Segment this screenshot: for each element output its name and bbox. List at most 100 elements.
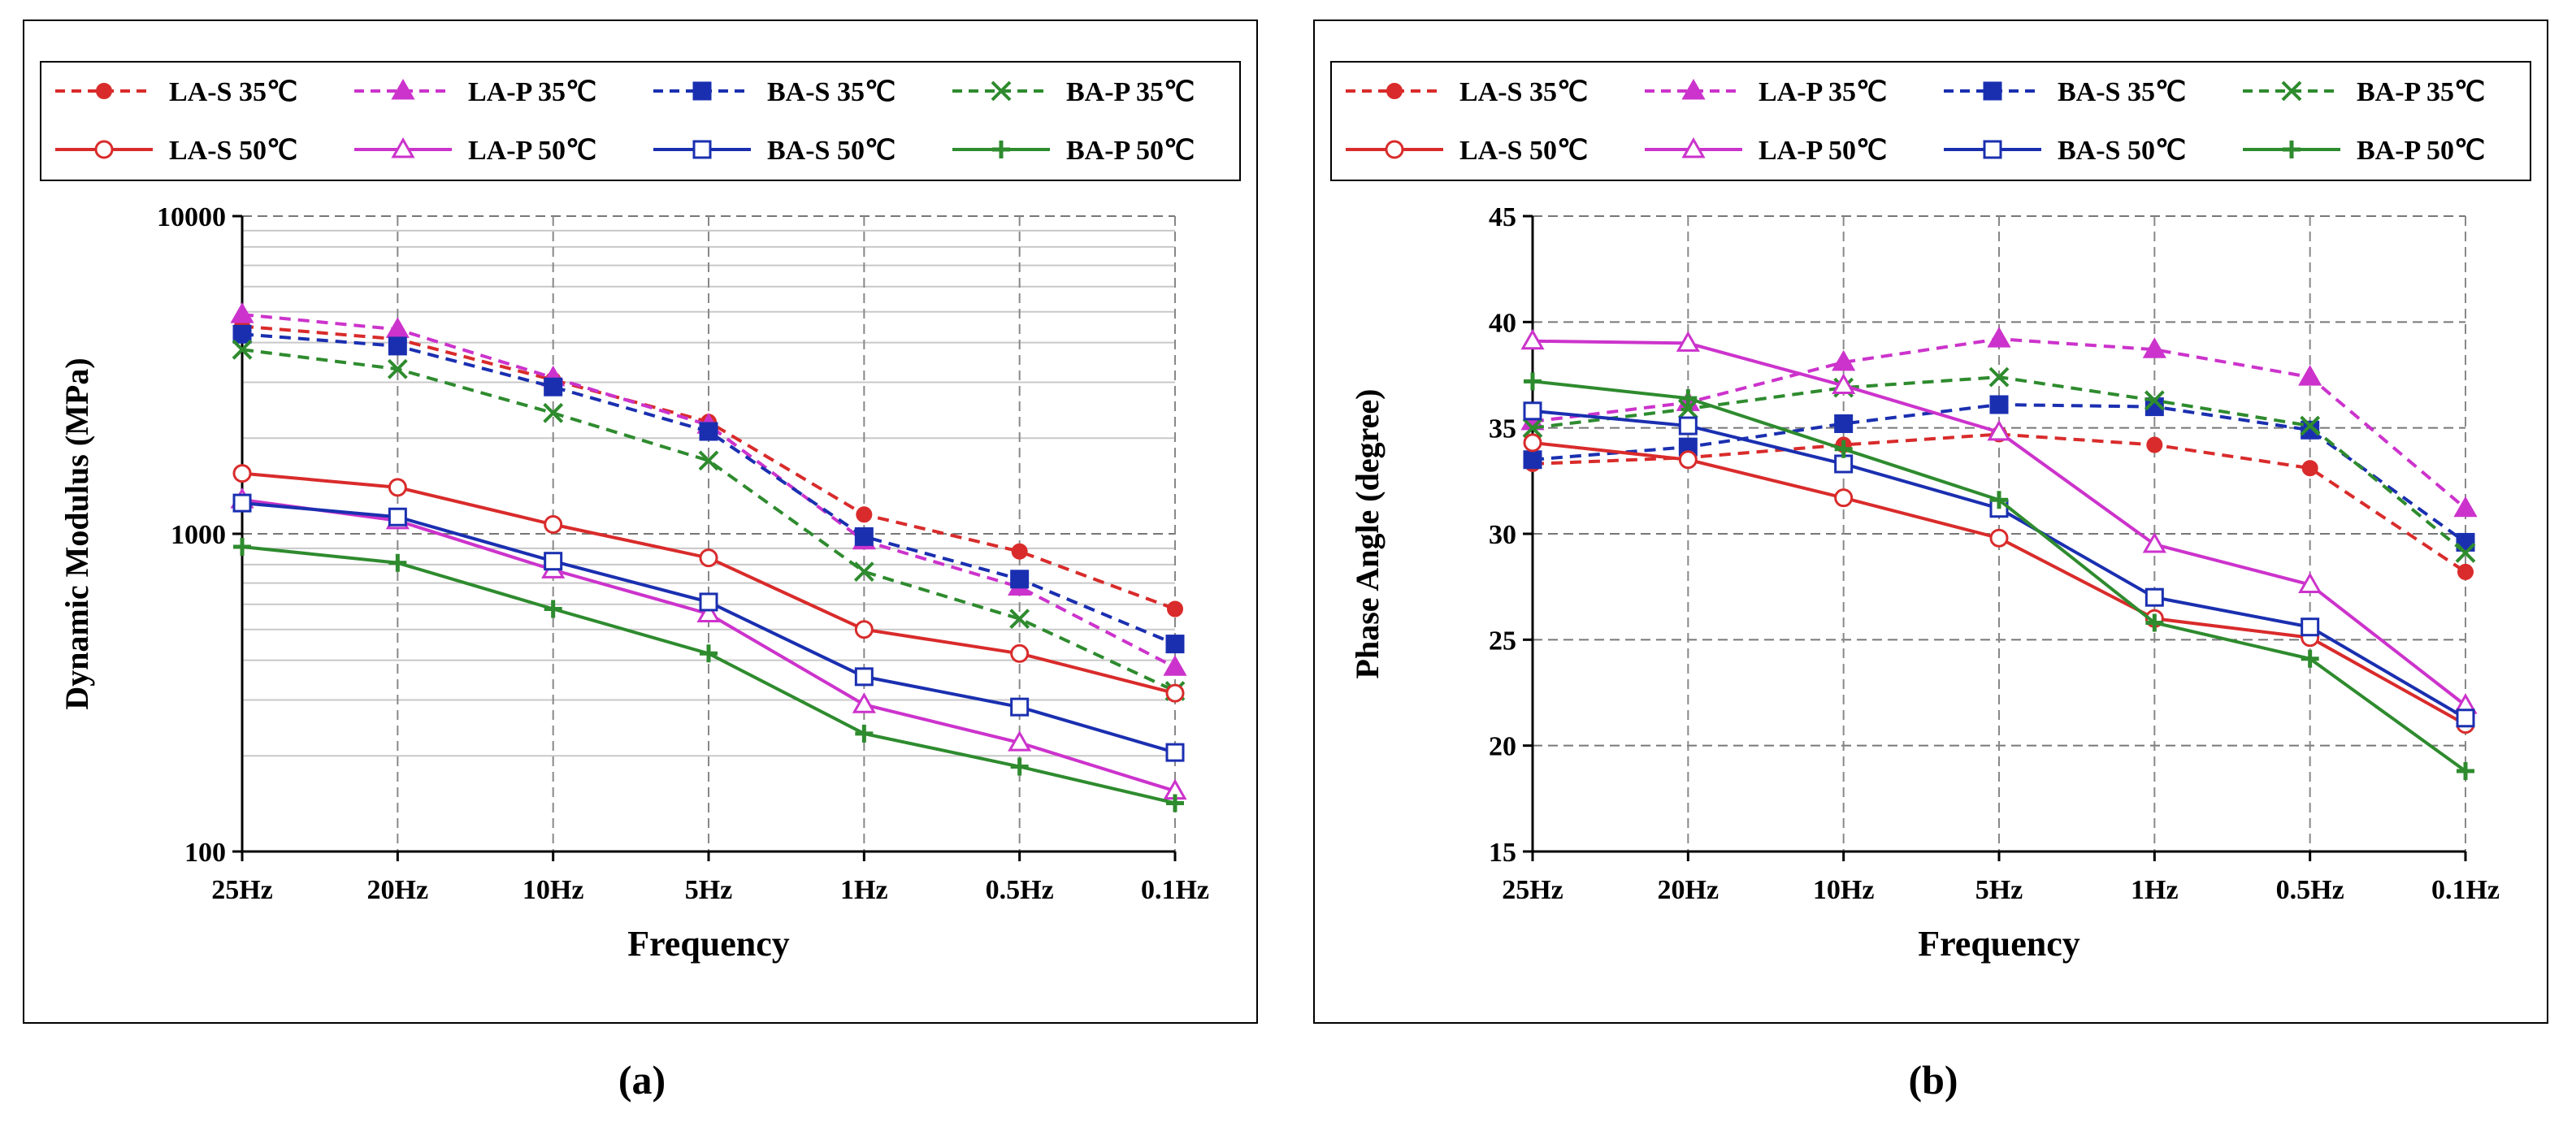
data-point-ba-p-50c-a [1166, 794, 1184, 812]
data-point-ba-p-50c-b [1834, 440, 1853, 458]
series-ba-p-50c-a [233, 538, 1184, 812]
data-point-ba-s-35c-a [544, 377, 563, 396]
y-axis-title-a: Dynamic Modulus (MPa) [59, 358, 95, 709]
legend-marker-ba-p-35c-a [991, 80, 1012, 102]
legend-marker-ba-p-50c-b [2283, 141, 2301, 158]
x-tick-label-a: 25Hz [211, 875, 273, 905]
legend-item-ba-s-50c-b: BA-S 50℃ [1944, 136, 2186, 166]
data-point-la-s-35c-a [1011, 543, 1028, 560]
series-ba-p-35c-b [1522, 366, 2476, 563]
data-point-la-s-50c-a [388, 478, 407, 497]
x-tick-label-a: 0.1Hz [1141, 875, 1209, 905]
series-la-s-50c-a [232, 464, 1185, 703]
data-point-ba-s-35c-b [1834, 414, 1854, 433]
data-point-ba-s-50c-b [2301, 618, 2320, 637]
data-point-ba-s-35c-a [232, 324, 252, 344]
legend-item-la-p-50c-a: LA-P 50℃ [354, 136, 596, 166]
data-point-ba-p-35c-b [2300, 415, 2321, 436]
data-point-ba-s-50c-b [2456, 708, 2475, 728]
legend-marker-la-s-35c-a [96, 83, 112, 99]
legend-marker-la-p-35c-b [1681, 78, 1706, 100]
y-tick-label-b: 15 [1489, 838, 1516, 868]
series-ba-s-50c-a [232, 493, 1185, 762]
data-point-la-s-35c-a [856, 506, 873, 523]
legend-label-ba-p-35c-a: BA-P 35℃ [1066, 77, 1195, 107]
data-point-ba-p-50c-a [700, 644, 718, 663]
data-point-la-p-35c-a [230, 302, 254, 323]
legend-marker-ba-s-50c-b [1983, 140, 2002, 159]
legend-item-la-p-35c-b: LA-P 35℃ [1645, 77, 1887, 107]
data-point-ba-s-35c-b [1989, 395, 2009, 414]
data-point-ba-p-50c-b [2145, 613, 2164, 632]
y-tick-label-b: 20 [1489, 732, 1516, 762]
legend-marker-ba-s-35c-b [1983, 81, 2002, 101]
x-tick-label-b: 10Hz [1813, 875, 1875, 905]
y-tick-label-a: 10000 [157, 202, 226, 232]
legend-item-la-s-50c-b: LA-S 50℃ [1346, 136, 1588, 166]
data-point-ba-s-35c-a [1010, 570, 1030, 589]
legend-b: LA-S 35℃ LA-P 35℃ BA-S 35℃ BA-P 35℃ LA-S 50℃… [1330, 61, 2531, 181]
x-tick-label-a: 1Hz [840, 875, 888, 905]
data-point-ba-p-35c-b [1677, 398, 1698, 419]
legend-item-la-s-35c-b: LA-S 35℃ [1346, 77, 1588, 107]
x-tick-label-b: 20Hz [1658, 875, 1720, 905]
data-point-la-p-35c-b [2453, 496, 2478, 518]
x-tick-label-b: 1Hz [2131, 875, 2179, 905]
data-point-ba-p-50c-a [1010, 757, 1029, 776]
data-point-ba-p-35c-b [1522, 418, 1543, 439]
legend-label-la-p-50c-a: LA-P 50℃ [468, 136, 596, 166]
data-point-ba-p-35c-b [1988, 366, 2010, 388]
legend-marker-ba-s-50c-a [692, 140, 712, 159]
caption-b: (b) [1908, 1057, 1958, 1103]
data-point-la-p-35c-b [1987, 327, 2011, 348]
legend-item-ba-s-35c-a: BA-S 35℃ [653, 77, 896, 107]
series-ba-s-35c-a [232, 324, 1185, 654]
data-point-la-p-50c-b [1832, 373, 1856, 395]
data-point-ba-p-50c-b [2301, 649, 2319, 668]
y-tick-label-b: 45 [1489, 202, 1516, 232]
legend-label-ba-s-50c-a: BA-S 50℃ [767, 136, 896, 166]
data-point-ba-p-35c-a [1009, 609, 1030, 630]
data-point-ba-s-50c-a [388, 507, 407, 526]
data-point-ba-p-35c-b [2455, 543, 2476, 563]
grid-a [242, 215, 1176, 852]
data-point-la-s-50c-b [1678, 450, 1698, 470]
data-point-la-p-50c-a [852, 692, 876, 713]
data-point-la-s-50c-a [232, 464, 252, 483]
y-tick-label-b: 35 [1489, 414, 1516, 444]
x-tick-label-b: 25Hz [1502, 875, 1563, 905]
chart-panel-b: LA-S 35℃ LA-P 35℃ BA-S 35℃ BA-P 35℃ LA-S 50℃… [1313, 20, 2548, 1024]
data-point-la-p-35c-b [2142, 337, 2166, 358]
data-point-ba-s-35c-a [1165, 635, 1185, 654]
legend-marker-la-s-50c-b [1385, 140, 1404, 159]
data-point-ba-p-50c-b [1990, 491, 2008, 509]
data-point-ba-s-50c-b [1523, 401, 1542, 421]
legend-item-la-s-35c-a: LA-S 35℃ [55, 77, 297, 107]
data-point-la-s-35c-b [2457, 563, 2474, 580]
x-axis-title-a: Frequency [627, 924, 790, 964]
data-point-ba-s-50c-a [854, 667, 874, 687]
legend-item-ba-s-50c-a: BA-S 50℃ [653, 136, 896, 166]
legend-item-ba-p-50c-a: BA-P 50℃ [952, 136, 1195, 166]
legend-marker-ba-p-50c-a [992, 141, 1010, 158]
y-tick-label-a: 1000 [171, 520, 226, 550]
data-point-ba-p-35c-b [2144, 390, 2165, 411]
data-point-la-p-50c-b [1987, 419, 2011, 441]
chart-frame-a [23, 20, 1258, 1024]
data-point-ba-p-35c-a [853, 561, 874, 583]
data-point-ba-p-50c-a [388, 553, 407, 572]
x-tick-label-b: 0.5Hz [2276, 875, 2344, 905]
legend-label-ba-p-50c-a: BA-P 50℃ [1066, 136, 1195, 166]
legend-item-la-p-50c-b: LA-P 50℃ [1645, 136, 1887, 166]
data-point-ba-p-50c-b [2457, 761, 2474, 780]
data-point-ba-p-50c-a [544, 600, 562, 618]
legend-item-la-s-50c-a: LA-S 50℃ [55, 136, 297, 166]
caption-a: (a) [618, 1057, 666, 1103]
y-tick-label-b: 25 [1489, 626, 1516, 656]
legend-label-la-s-35c-a: LA-S 35℃ [169, 77, 297, 107]
data-point-la-p-35c-b [1832, 349, 1856, 371]
data-point-la-s-35c-a [1167, 600, 1183, 618]
data-point-la-p-50c-a [696, 601, 721, 622]
data-point-ba-p-50c-b [1524, 372, 1542, 391]
y-tick-label-b: 40 [1489, 308, 1516, 338]
